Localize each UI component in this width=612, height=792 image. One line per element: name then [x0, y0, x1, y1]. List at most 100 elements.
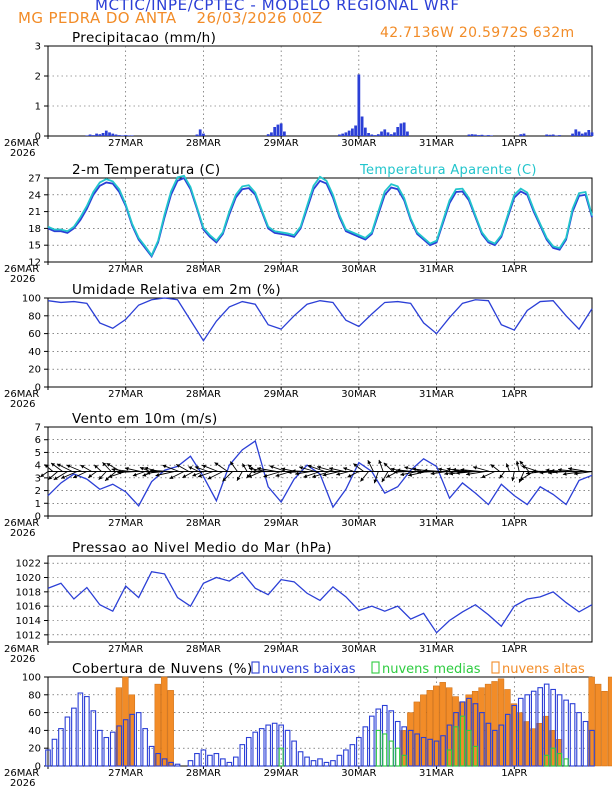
wind-arrowhead	[312, 474, 317, 478]
wind-arrowhead	[236, 476, 241, 481]
precip-bar	[91, 135, 95, 136]
x-tick-label: 31MAR	[419, 138, 454, 149]
x-tick-label: 1APR	[501, 138, 527, 149]
low-cloud-bar	[129, 713, 136, 767]
precip-bar	[101, 133, 105, 136]
low-cloud-bar	[284, 729, 291, 767]
y-tick-label: 7	[35, 423, 41, 434]
low-cloud-bar	[187, 760, 194, 767]
y-tick-label: 6	[35, 435, 41, 446]
x-tick-label: 1APR	[501, 264, 527, 275]
x-tick-label: 30MAR	[341, 138, 376, 149]
wind-arrowhead	[222, 477, 227, 482]
precip-bar	[117, 135, 121, 136]
precip-bar	[386, 132, 390, 136]
wind-arrowhead	[40, 473, 45, 478]
low-cloud-bar	[297, 751, 304, 767]
panel-pres: 1012 1014 1016 1018 1020 1022 26MAR 27MAR 28MAR 2…	[4, 540, 593, 665]
x-tick-label: 29MAR	[264, 644, 299, 655]
precip-bar	[545, 134, 549, 136]
precip-bar	[558, 135, 561, 136]
wind-arrowhead	[360, 477, 365, 482]
low-cloud-bar	[226, 761, 233, 767]
wind-arrowhead	[202, 464, 207, 469]
wind-arrowhead	[378, 459, 382, 464]
precip-bar	[279, 123, 283, 136]
precip-bar	[95, 133, 98, 136]
y-tick-label: 0	[35, 383, 41, 394]
wind-arrowhead	[124, 466, 129, 471]
low-cloud-bar	[271, 722, 278, 767]
precip-bar	[111, 133, 115, 136]
wind-arrowhead	[408, 472, 413, 477]
precip-bar	[477, 135, 481, 136]
precip-bar	[367, 133, 370, 136]
precip-bar	[370, 134, 374, 136]
low-cloud-bar	[245, 736, 252, 767]
wind-arrowhead	[473, 465, 477, 470]
wind-arrowhead	[336, 472, 341, 476]
low-cloud-bar	[207, 754, 213, 767]
low-cloud-bar	[498, 724, 505, 767]
x-tick-label: 27MAR	[108, 768, 143, 779]
low-cloud-bar	[194, 752, 200, 767]
precip-bar	[577, 131, 581, 136]
high-cloud-bar	[601, 690, 608, 767]
apparent-temperature-line	[47, 174, 593, 258]
y-tick-label: 3	[35, 42, 41, 53]
low-cloud-bar	[589, 729, 595, 767]
precip-bar	[124, 135, 128, 136]
precip-bar	[195, 134, 199, 136]
y-tick-label: 0	[35, 132, 41, 143]
precip-bar	[376, 134, 380, 136]
wind-arrowhead	[452, 467, 457, 472]
wind-arrowhead	[558, 467, 562, 472]
wind-arrowhead	[102, 462, 107, 467]
wind-arrowhead	[430, 471, 435, 476]
wind-arrowhead	[66, 464, 71, 469]
precip-bar	[270, 132, 273, 136]
wind-arrowhead	[269, 465, 274, 469]
low-cloud-bar	[492, 729, 498, 767]
y-tick-label: 21	[28, 207, 41, 218]
low-cloud-bar	[362, 726, 369, 767]
wind-arrowhead	[242, 463, 246, 468]
precip-bar	[393, 132, 396, 136]
wind-arrowhead	[381, 478, 386, 483]
location-run: MG PEDRA DO ANTA 26/03/2026 00Z	[18, 9, 323, 27]
wind-arrowhead	[518, 478, 523, 483]
x-tick-label: 28MAR	[186, 389, 221, 400]
precip-bar	[555, 135, 558, 136]
wind-arrowhead	[246, 474, 251, 479]
panel-title: Precipitacao (mm/h)	[72, 30, 216, 46]
wind-arrowhead	[251, 469, 256, 474]
legend-swatch	[491, 661, 500, 674]
wind-arrowhead	[88, 473, 93, 478]
precip-bar	[584, 132, 587, 136]
y-tick-label: 80	[28, 311, 41, 322]
model-title: MCTIC/INPE/CPTEC - MODELO REGIONAL WRF	[95, 0, 460, 14]
x-tick-label: 30MAR	[341, 389, 376, 400]
mid-cloud-bar	[557, 752, 563, 767]
low-cloud-bar	[479, 712, 485, 767]
low-cloud-bar	[537, 687, 544, 767]
panel-title: Umidade Relativa em 2m (%)	[72, 282, 281, 298]
legend-label: nuvens altas	[502, 662, 585, 677]
precip-bar	[551, 134, 555, 136]
precip-bar	[389, 134, 393, 136]
legend-label: nuvens baixas	[262, 662, 356, 677]
y-tick-label: 27	[28, 174, 41, 185]
wind-arrowhead	[317, 465, 321, 470]
x-year-label: 2026	[10, 399, 35, 410]
wind-arrowhead	[108, 474, 113, 478]
panel-frame	[47, 45, 593, 137]
wind-arrowhead	[51, 462, 56, 467]
precip-bar	[198, 129, 202, 136]
y-tick-label: 80	[28, 690, 41, 701]
wind-arrowhead	[162, 464, 167, 469]
panel-title: 2-m Temperatura (C)	[72, 162, 221, 178]
precip-bar	[474, 134, 477, 136]
precip-bar	[406, 131, 409, 136]
wind-arrowhead	[519, 476, 524, 481]
x-tick-label: 28MAR	[186, 264, 221, 275]
